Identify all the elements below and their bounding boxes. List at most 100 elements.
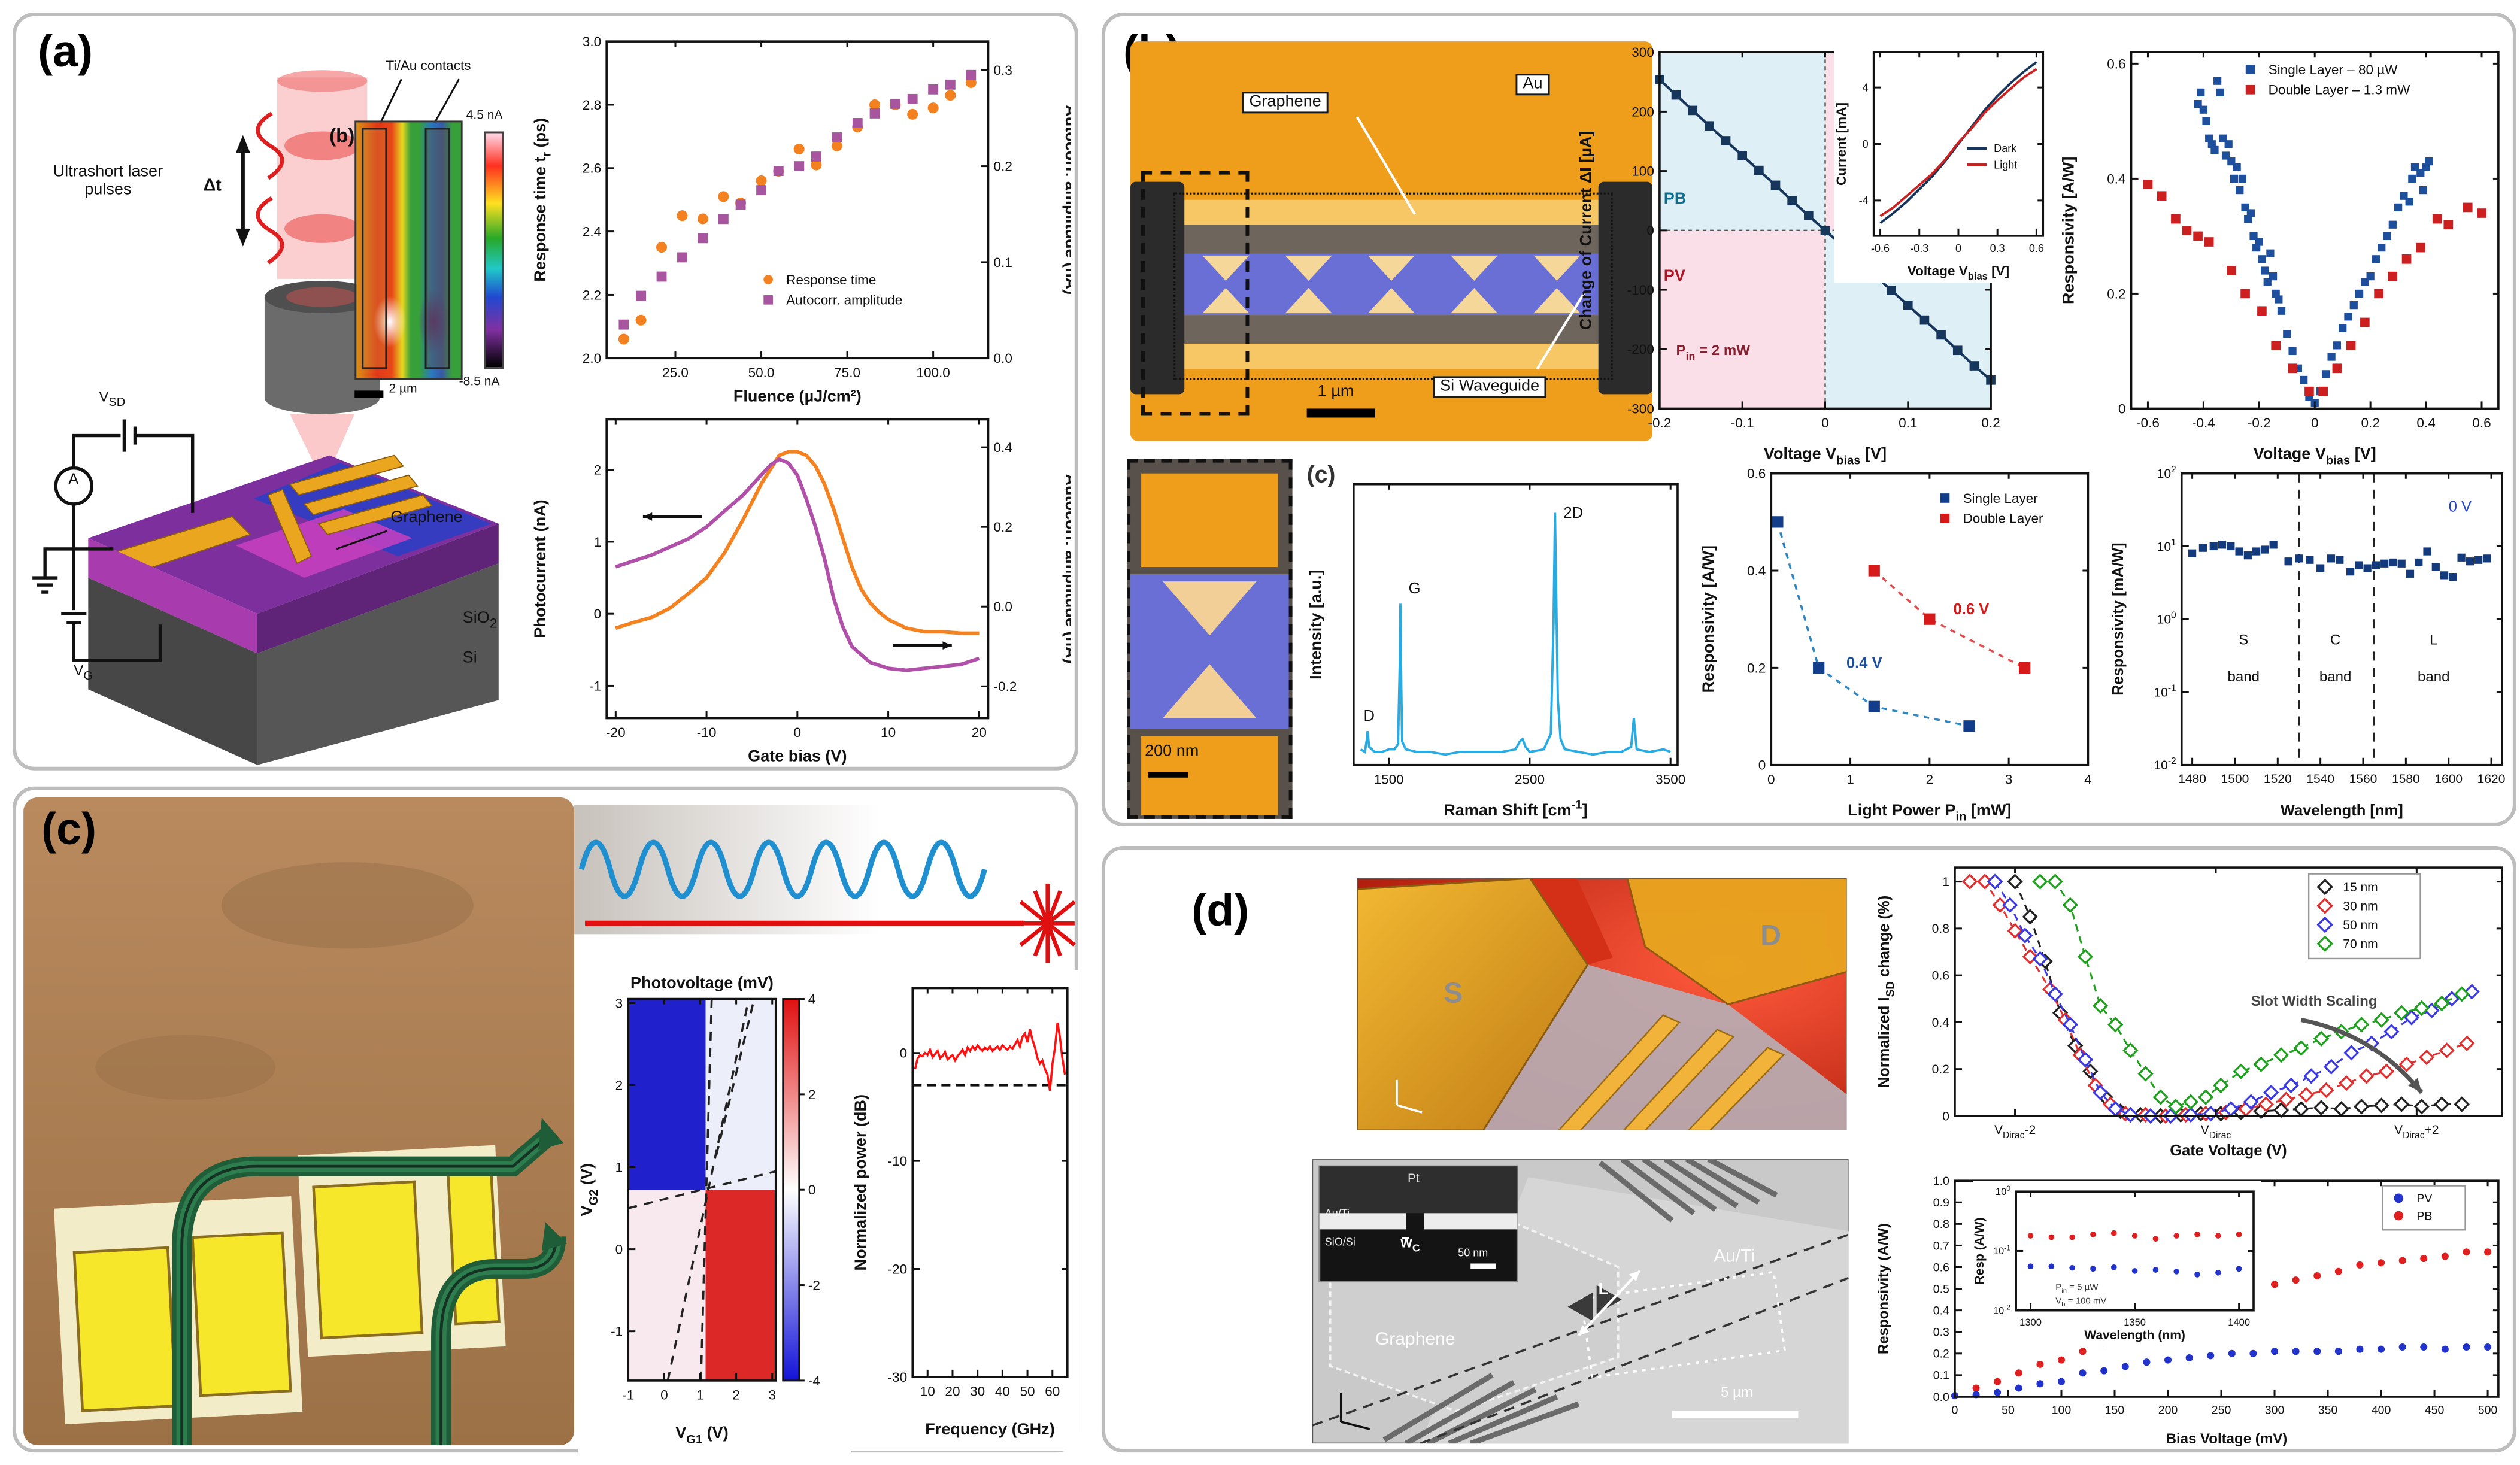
panel-a-label: (a) <box>38 27 93 78</box>
svg-text:0: 0 <box>2311 415 2319 430</box>
svg-text:0: 0 <box>660 1387 668 1402</box>
svg-text:0.0: 0.0 <box>1933 1391 1949 1404</box>
svg-text:Autocorr. amplitude (nA): Autocorr. amplitude (nA) <box>1062 474 1071 663</box>
svg-text:10-2: 10-2 <box>1993 1303 2010 1317</box>
chart-raman-spectrum: 1500 2500 3500 Raman Shift [cm-1] Intensity … <box>1307 459 1692 832</box>
svg-text:-0.1: -0.1 <box>1731 415 1754 430</box>
svg-text:1: 1 <box>615 1160 623 1175</box>
panel-a: (a) <box>13 13 1080 771</box>
svg-text:2.4: 2.4 <box>583 225 601 239</box>
svg-text:1.0: 1.0 <box>1933 1175 1949 1188</box>
svg-text:70 nm: 70 nm <box>2343 938 2378 951</box>
bowtie-bottom-triangle <box>1163 664 1257 718</box>
svg-text:Responsivity [A/W]: Responsivity [A/W] <box>2059 157 2077 304</box>
au-label: Au <box>1515 74 1550 95</box>
svg-text:-1: -1 <box>589 678 601 693</box>
sio2-side-right <box>257 523 499 654</box>
gold-contact-strip-top <box>1181 199 1602 225</box>
svg-text:C: C <box>2330 632 2340 648</box>
sio2-side-left <box>88 538 257 654</box>
svg-text:band: band <box>2418 669 2449 685</box>
svg-text:0.2: 0.2 <box>2107 286 2125 301</box>
svg-text:0.8: 0.8 <box>1932 922 1949 936</box>
svg-text:2: 2 <box>594 463 602 478</box>
map-scale-label: 2 µm <box>389 383 417 396</box>
gold-block-top <box>1141 473 1278 568</box>
svg-text:PB: PB <box>1664 189 1687 207</box>
sem-scale-label: 1 µm <box>1317 381 1354 400</box>
bowtie-top-triangle <box>1163 581 1257 636</box>
svg-text:3: 3 <box>768 1387 776 1402</box>
svg-text:0.2: 0.2 <box>1747 660 1766 675</box>
gold-electrodes <box>112 454 433 575</box>
svg-text:0.0: 0.0 <box>994 599 1012 614</box>
svg-text:Slot Width Scaling: Slot Width Scaling <box>2251 993 2378 1009</box>
svg-text:1: 1 <box>1846 772 1854 787</box>
svg-text:50 nm: 50 nm <box>2343 918 2378 932</box>
svg-text:-1: -1 <box>622 1387 634 1402</box>
svg-text:-0.4: -0.4 <box>2192 415 2215 430</box>
svg-text:Double Layer – 1.3 mW: Double Layer – 1.3 mW <box>2269 83 2410 98</box>
svg-text:0.4 V: 0.4 V <box>1846 654 1882 671</box>
chart-photovoltage-map: -1 0 1 2 3 -1 0 1 2 3 4 2 0 -2 -4 Photovoltage (mV) VG1 … <box>578 963 852 1455</box>
gold-pads-right <box>297 1145 506 1357</box>
optical-carrier-wave <box>578 839 987 899</box>
svg-text:0.4: 0.4 <box>1933 1304 1949 1317</box>
svg-text:Gate bias (V): Gate bias (V) <box>748 747 847 765</box>
svg-text:VDirac-2: VDirac-2 <box>1994 1123 2036 1141</box>
svg-text:1400: 1400 <box>2228 1317 2250 1328</box>
grating-coupler-2 <box>541 1222 568 1251</box>
svg-text:3: 3 <box>2005 772 2013 787</box>
svg-text:1500: 1500 <box>1374 772 1404 787</box>
svg-text:0: 0 <box>1767 772 1775 787</box>
map-scalebar <box>354 390 384 398</box>
tiau-pointer-lines <box>378 78 460 125</box>
svg-text:10-2: 10-2 <box>2154 756 2176 772</box>
svg-text:G: G <box>1409 580 1421 597</box>
svg-text:0.6: 0.6 <box>2029 242 2044 254</box>
svg-text:Light: Light <box>1994 159 2017 171</box>
svg-text:30 nm: 30 nm <box>2343 899 2378 913</box>
svg-text:Voltage Vbias [V]: Voltage Vbias [V] <box>2254 445 2376 466</box>
svg-text:0.6: 0.6 <box>2472 415 2491 430</box>
svg-text:102: 102 <box>2157 465 2176 481</box>
svg-text:Frequency (GHz): Frequency (GHz) <box>925 1420 1054 1438</box>
svg-text:VDirac: VDirac <box>2201 1123 2231 1141</box>
svg-text:1600: 1600 <box>2434 772 2463 786</box>
svg-text:1620: 1620 <box>2477 772 2506 786</box>
graphene-flake <box>235 509 413 578</box>
svg-text:-100: -100 <box>1627 283 1654 298</box>
svg-text:Raman Shift [cm-1]: Raman Shift [cm-1] <box>1444 799 1587 819</box>
panel-c: (c) -1 0 1 2 3 -1 0 1 2 3 4 2 0 -2 -4 Photovoltage (mV)… <box>13 786 1078 1455</box>
grating-top-right <box>1598 1159 1778 1223</box>
panel-d-label: (d) <box>1191 885 1250 936</box>
svg-text:0.4: 0.4 <box>994 440 1012 455</box>
svg-text:40: 40 <box>995 1384 1010 1399</box>
graphene-label-b: Graphene <box>1242 92 1329 113</box>
device-sem-topview <box>1312 1159 1849 1444</box>
svg-text:0: 0 <box>1758 758 1766 773</box>
svg-text:1480: 1480 <box>2178 772 2206 786</box>
chart-responsivity-vs-wavelength: 1480 1500 1520 1540 1560 1580 1600 1620 10-2 10-1… <box>2110 459 2513 832</box>
panel-c-label: (c) <box>41 804 97 856</box>
ammeter-label: A <box>68 469 79 488</box>
map-sublabel: (b) <box>329 126 355 148</box>
vsd-label: VSD <box>99 389 126 410</box>
auti-inset-label: Au/Ti <box>1324 1209 1350 1221</box>
svg-text:0.1: 0.1 <box>1933 1369 1949 1382</box>
svg-text:0.6: 0.6 <box>2107 56 2125 71</box>
svg-text:350: 350 <box>2318 1404 2338 1417</box>
svg-text:0.8: 0.8 <box>1933 1218 1949 1231</box>
svg-text:3500: 3500 <box>1655 772 1685 787</box>
svg-text:10-1: 10-1 <box>2154 683 2176 699</box>
graphene-label-a: Graphene <box>390 507 463 526</box>
svg-text:0.2: 0.2 <box>1981 415 2000 430</box>
dotted-annotation-rect <box>1173 192 1613 380</box>
map-min-label: -8.5 nA <box>459 376 500 389</box>
svg-text:0.6: 0.6 <box>1933 1261 1949 1274</box>
svg-text:200: 200 <box>1632 104 1654 119</box>
svg-text:band: band <box>2227 669 2260 685</box>
svg-text:300: 300 <box>1632 45 1654 60</box>
sio2-label: SiO2 <box>462 608 498 632</box>
svg-text:0.3: 0.3 <box>994 63 1012 78</box>
